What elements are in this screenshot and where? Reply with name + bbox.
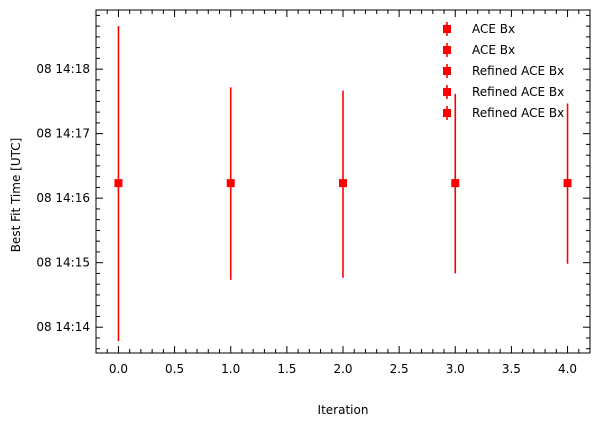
- legend-label: ACE Bx: [472, 43, 515, 57]
- x-tick-label: 0.5: [165, 362, 184, 376]
- x-tick-label: 2.5: [390, 362, 409, 376]
- data-point: [563, 179, 572, 188]
- x-tick-label: 1.0: [221, 362, 240, 376]
- legend-entry: Refined ACE Bx: [443, 64, 564, 78]
- legend-label: Refined ACE Bx: [472, 85, 564, 99]
- x-tick-label: 4.0: [558, 362, 577, 376]
- y-tick-label: 08 14:17: [36, 127, 90, 141]
- data-points: [114, 26, 572, 342]
- legend-marker: [443, 46, 451, 54]
- y-axis-label: Best Fit Time [UTC]: [9, 138, 23, 253]
- legend-label: ACE Bx: [472, 22, 515, 36]
- legend-entry: Refined ACE Bx: [443, 106, 564, 120]
- legend-entry: ACE Bx: [443, 22, 515, 36]
- legend-marker: [443, 25, 451, 33]
- x-axis-label: Iteration: [318, 403, 369, 417]
- y-tick-label: 08 14:18: [36, 62, 90, 76]
- x-tick-label: 3.0: [446, 362, 465, 376]
- x-tick-label: 0.0: [109, 362, 128, 376]
- legend-marker: [443, 109, 451, 117]
- y-tick-label: 08 14:16: [36, 191, 90, 205]
- data-point: [226, 179, 235, 188]
- legend-entry: ACE Bx: [443, 43, 515, 57]
- y-tick-label: 08 14:14: [36, 320, 90, 334]
- legend-marker: [443, 67, 451, 75]
- legend-label: Refined ACE Bx: [472, 106, 564, 120]
- y-axis: 08 14:14 08 14:15 08 14:16 08 14:17 08 14:18: [36, 62, 590, 334]
- x-tick-label: 3.5: [502, 362, 521, 376]
- legend-marker: [443, 88, 451, 96]
- data-point: [114, 179, 123, 188]
- legend-label: Refined ACE Bx: [472, 64, 564, 78]
- x-tick-label: 1.5: [277, 362, 296, 376]
- data-point: [339, 179, 347, 188]
- minor-ticks: [95, 10, 591, 353]
- y-tick-label: 08 14:15: [36, 256, 90, 270]
- x-tick-label: 2.0: [333, 362, 352, 376]
- data-point: [451, 179, 460, 188]
- legend: ACE Bx ACE Bx Refined ACE Bx Refined ACE Bx…: [443, 22, 564, 120]
- legend-entry: Refined ACE Bx: [443, 85, 564, 99]
- x-axis: 0.0 0.5 1.0 1.5 2.0 2.5 3.0 3.5 4.0: [109, 10, 577, 376]
